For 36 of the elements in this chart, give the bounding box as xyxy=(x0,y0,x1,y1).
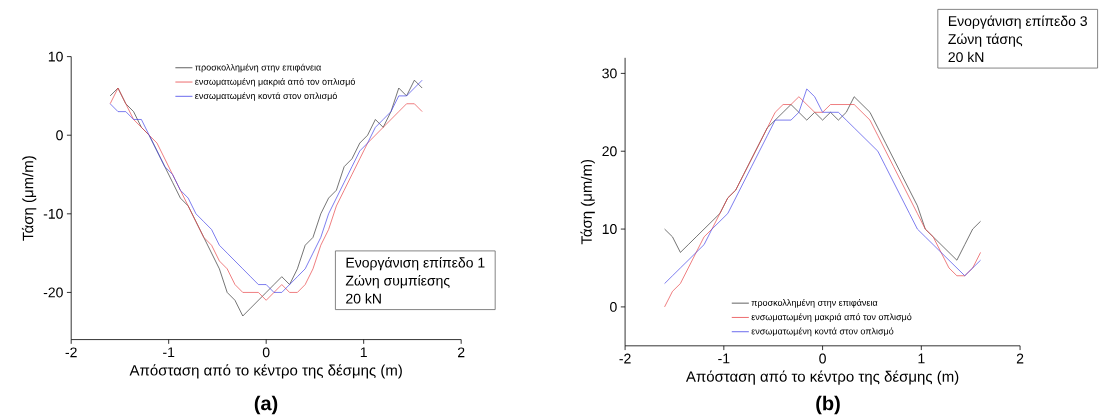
x-tick-label: 2 xyxy=(1016,353,1024,364)
text: (a) xyxy=(254,395,278,415)
x-tick-label: 2 xyxy=(457,347,465,358)
annotation: Ενοργάνιση επίπεδο 1 xyxy=(346,256,485,271)
text: (b) xyxy=(816,395,840,415)
y-tick-label: 20 xyxy=(602,146,617,157)
text: Ενοργάνιση επίπεδο 3 xyxy=(948,15,1087,29)
x-axis-title: Απόσταση από το κέντρο της δέσμης (m) xyxy=(685,370,959,385)
x-tick-label: 0 xyxy=(262,347,270,358)
y-tick-label: 10 xyxy=(602,224,617,235)
x-tick-label: 0 xyxy=(819,353,826,364)
annotation: Ζώνη συμπίεσης xyxy=(345,274,450,289)
y-tick-label: 0 xyxy=(56,130,63,141)
legend-label: ενσωματωμένη μακριά από τον οπλισμό xyxy=(195,77,355,87)
x-tick-label: 1 xyxy=(360,347,367,358)
y-tick-label: -20 xyxy=(43,287,63,298)
x-tick-label: 1 xyxy=(918,353,925,364)
annotation: 20 kN xyxy=(346,293,381,304)
y-axis-title: Τάση (μm/m) xyxy=(21,156,37,241)
x-axis-title: Απόσταση από το κέντρο της δέσμης (m) xyxy=(129,364,402,379)
legend-label: ενσωματωμένη κοντά στον οπλισμό xyxy=(751,327,894,337)
legend-label: ενσωματωμένη κοντά στον οπλισμό xyxy=(195,92,337,101)
x-tick-label: -2 xyxy=(619,353,631,364)
y-tick-label: 10 xyxy=(48,51,63,62)
y-tick-label: -10 xyxy=(43,208,63,219)
y-axis-title: Τάση (μm/m) xyxy=(580,159,595,245)
legend-label: προσκολλημένη στην επιφάνεια xyxy=(751,299,878,308)
text: Ζώνη τάσης xyxy=(948,33,1023,47)
y-tick-label: 0 xyxy=(610,301,617,312)
annotation: 20 kN xyxy=(948,51,984,63)
x-tick-label: -1 xyxy=(163,347,175,358)
x-tick-label: -2 xyxy=(65,347,77,358)
y-tick-label: 30 xyxy=(602,68,617,79)
x-tick-label: -1 xyxy=(718,353,730,364)
legend-label: προσκολλημένη στην επιφάνεια xyxy=(195,63,321,73)
legend-label: ενσωματωμένη μακριά από τον οπλισμό xyxy=(751,313,912,322)
